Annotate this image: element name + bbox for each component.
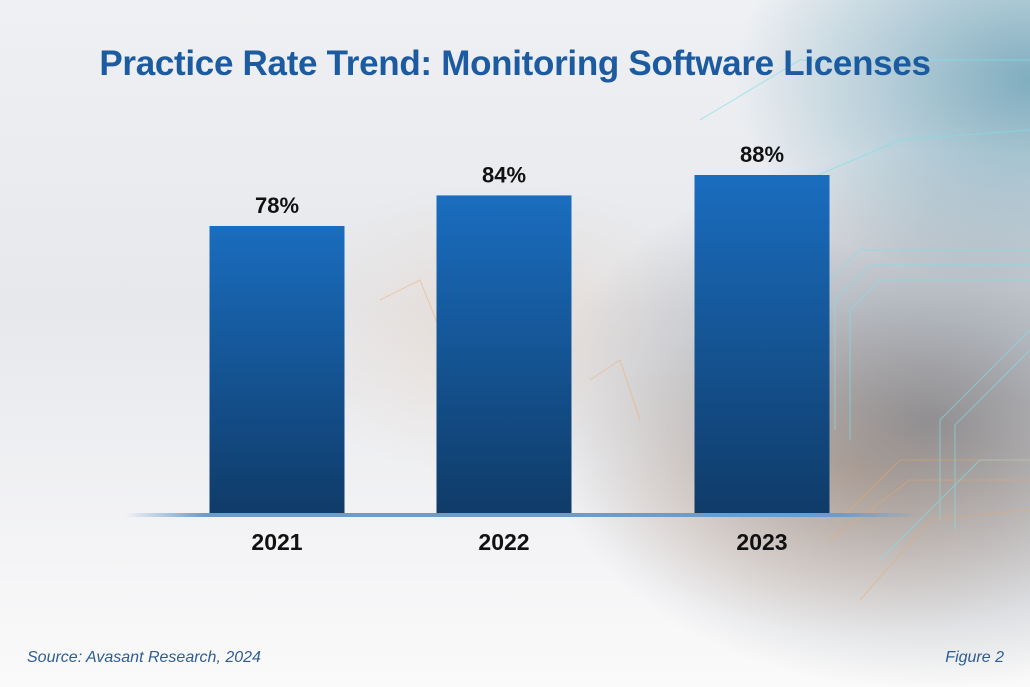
bar-2021 [209, 226, 345, 514]
value-label-2023: 88% [740, 142, 784, 167]
baseline [125, 513, 920, 517]
category-label-2021: 2021 [251, 529, 302, 555]
value-label-2021: 78% [255, 193, 299, 218]
bar-2023 [694, 175, 830, 514]
value-label-2022: 84% [482, 162, 526, 187]
chart-title: Practice Rate Trend: Monitoring Software… [99, 44, 931, 83]
source-note: Source: Avasant Research, 2024 [27, 649, 261, 666]
category-label-2023: 2023 [736, 529, 787, 555]
figure-number: Figure 2 [945, 649, 1004, 666]
category-label-2022: 2022 [478, 529, 529, 555]
bar-2022 [436, 195, 572, 514]
